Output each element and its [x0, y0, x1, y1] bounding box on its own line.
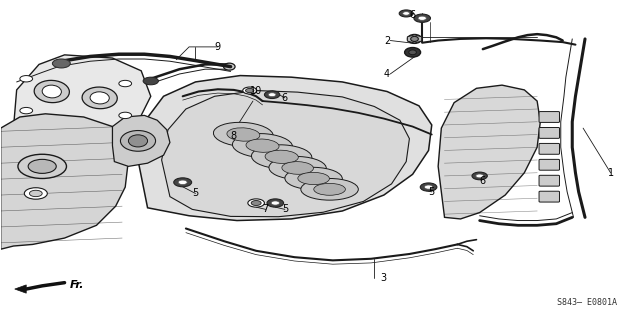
- Text: 1: 1: [607, 168, 614, 178]
- Circle shape: [178, 180, 187, 185]
- Text: 5: 5: [282, 204, 288, 214]
- Text: 4: 4: [384, 69, 390, 79]
- Text: 9: 9: [215, 42, 221, 52]
- Text: 6: 6: [410, 10, 415, 20]
- Polygon shape: [138, 76, 432, 220]
- Polygon shape: [13, 55, 151, 150]
- Polygon shape: [1, 114, 129, 249]
- Circle shape: [20, 108, 33, 114]
- Ellipse shape: [223, 63, 235, 70]
- Ellipse shape: [34, 80, 69, 103]
- Ellipse shape: [82, 87, 117, 109]
- Text: 2: 2: [384, 36, 390, 45]
- Text: 6: 6: [282, 93, 288, 103]
- Circle shape: [418, 16, 426, 20]
- Circle shape: [403, 12, 410, 15]
- Ellipse shape: [298, 172, 330, 185]
- Circle shape: [420, 183, 437, 191]
- Ellipse shape: [90, 92, 109, 104]
- Ellipse shape: [213, 122, 273, 147]
- Circle shape: [271, 201, 280, 205]
- Ellipse shape: [227, 128, 260, 141]
- Circle shape: [143, 77, 159, 85]
- Ellipse shape: [408, 35, 422, 44]
- Circle shape: [251, 201, 261, 205]
- Circle shape: [20, 76, 33, 82]
- Circle shape: [248, 199, 264, 207]
- Circle shape: [119, 112, 132, 119]
- Circle shape: [472, 172, 487, 180]
- Text: 3: 3: [381, 273, 387, 283]
- Circle shape: [243, 87, 257, 94]
- Circle shape: [414, 14, 431, 22]
- Ellipse shape: [232, 133, 292, 158]
- Ellipse shape: [129, 135, 148, 147]
- Text: S843– E0801A: S843– E0801A: [557, 298, 617, 307]
- Text: Fr.: Fr.: [70, 280, 84, 290]
- Circle shape: [28, 159, 56, 173]
- Polygon shape: [162, 91, 410, 217]
- Circle shape: [399, 10, 413, 17]
- Ellipse shape: [282, 162, 314, 174]
- Polygon shape: [113, 116, 170, 166]
- Circle shape: [476, 174, 483, 178]
- Ellipse shape: [252, 145, 312, 169]
- Circle shape: [24, 188, 47, 199]
- Circle shape: [264, 91, 280, 99]
- FancyBboxPatch shape: [539, 143, 559, 154]
- Ellipse shape: [269, 156, 326, 180]
- FancyBboxPatch shape: [539, 191, 559, 202]
- Text: 5: 5: [193, 188, 198, 198]
- Ellipse shape: [285, 167, 342, 190]
- FancyBboxPatch shape: [539, 175, 559, 186]
- Circle shape: [268, 93, 276, 97]
- Circle shape: [173, 178, 191, 187]
- Ellipse shape: [409, 50, 417, 55]
- Text: 8: 8: [231, 131, 237, 141]
- FancyBboxPatch shape: [539, 127, 559, 138]
- Polygon shape: [15, 285, 26, 293]
- Ellipse shape: [411, 36, 419, 42]
- Text: 5: 5: [429, 187, 435, 197]
- Ellipse shape: [120, 131, 156, 151]
- Circle shape: [18, 154, 67, 179]
- Ellipse shape: [314, 183, 346, 195]
- Circle shape: [29, 190, 42, 197]
- Polygon shape: [407, 35, 422, 43]
- FancyBboxPatch shape: [539, 159, 559, 170]
- Ellipse shape: [301, 179, 358, 200]
- Circle shape: [267, 199, 284, 207]
- Circle shape: [424, 185, 433, 189]
- Ellipse shape: [246, 139, 279, 152]
- Text: 7: 7: [262, 204, 269, 214]
- Ellipse shape: [42, 85, 61, 98]
- Circle shape: [119, 80, 132, 87]
- Ellipse shape: [404, 48, 420, 57]
- Ellipse shape: [265, 150, 298, 164]
- Circle shape: [52, 59, 70, 68]
- Circle shape: [246, 88, 254, 93]
- Text: 10: 10: [250, 86, 262, 97]
- FancyBboxPatch shape: [539, 112, 559, 123]
- Polygon shape: [438, 85, 540, 219]
- Text: 6: 6: [480, 176, 486, 186]
